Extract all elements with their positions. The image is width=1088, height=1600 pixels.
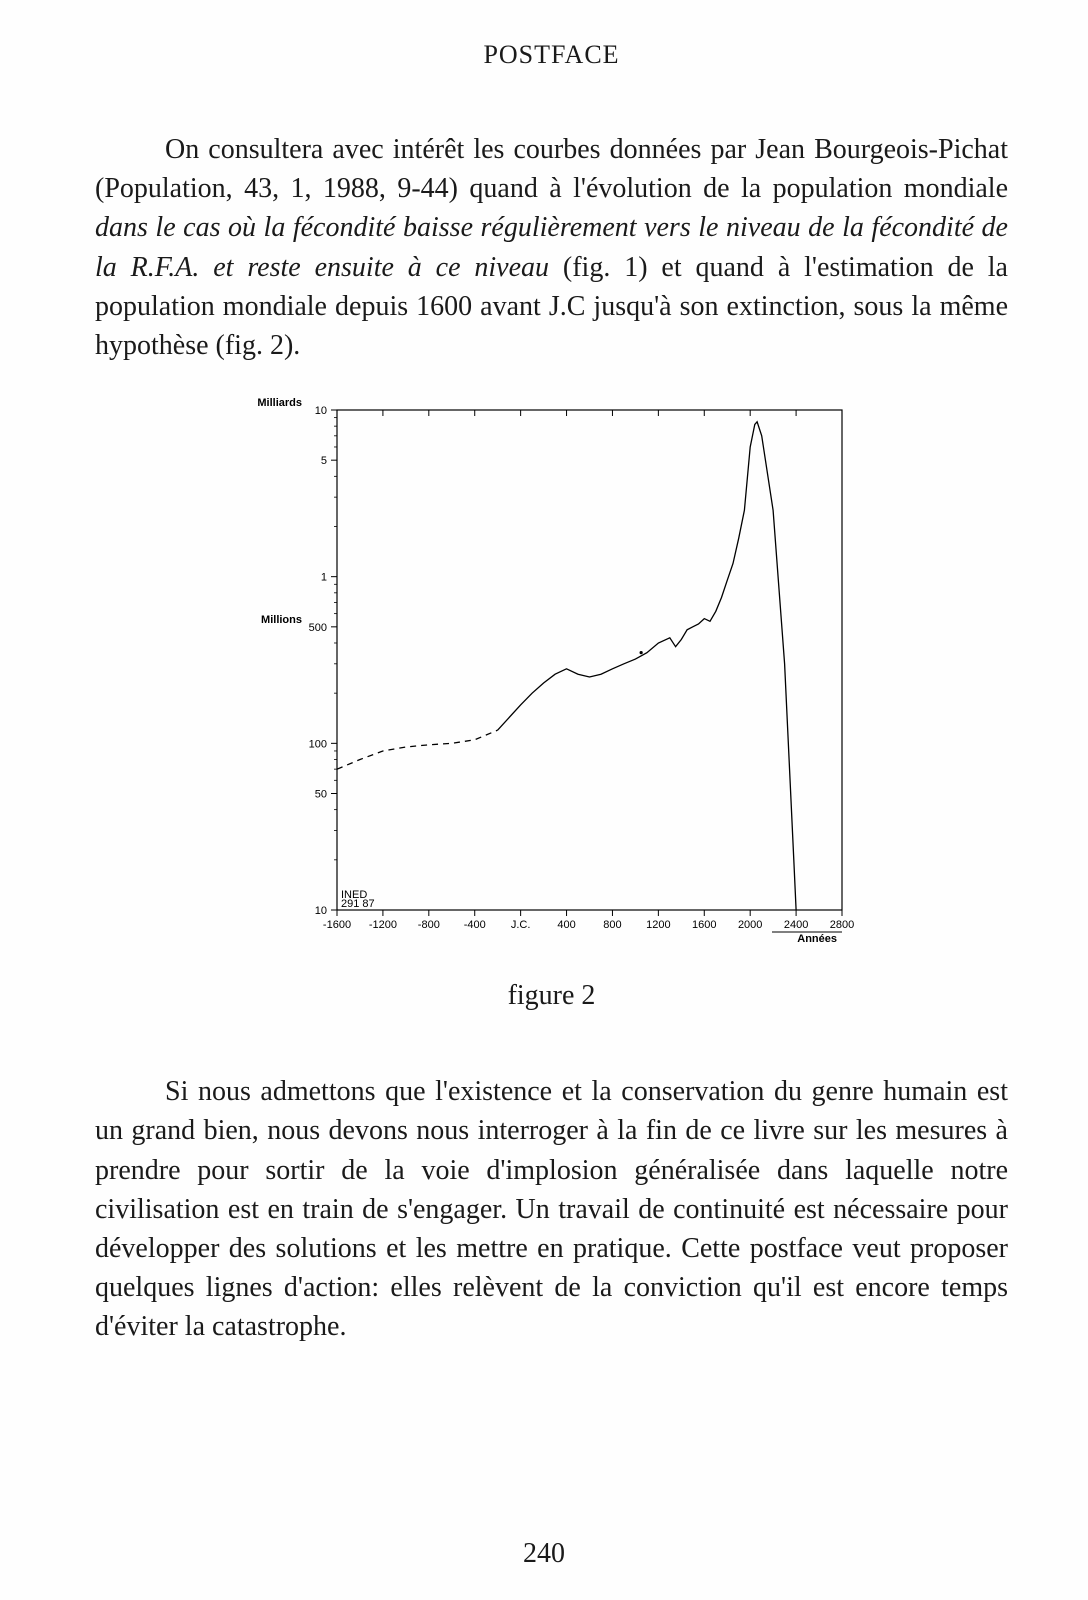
svg-text:Milliards: Milliards xyxy=(257,397,302,409)
svg-text:-800: -800 xyxy=(417,919,439,931)
svg-text:10: 10 xyxy=(314,905,326,917)
page-number: 240 xyxy=(0,1538,1088,1570)
svg-text:-400: -400 xyxy=(463,919,485,931)
svg-text:5: 5 xyxy=(320,455,326,467)
population-chart: -1600 -1200 -800 -400 J.C. 400 800 1200 1600 2000… xyxy=(242,395,862,955)
figure-2: -1600 -1200 -800 -400 J.C. 400 800 1200 1600 2000… xyxy=(95,395,1008,960)
paragraph-1: On consultera avec intérêt les courbes d… xyxy=(95,130,1008,365)
svg-text:10: 10 xyxy=(314,405,326,417)
svg-text:J.C.: J.C. xyxy=(510,919,530,931)
svg-text:2800: 2800 xyxy=(829,919,853,931)
svg-text:500: 500 xyxy=(308,622,326,634)
figure-caption: figure 2 xyxy=(95,980,1008,1012)
page-header: POSTFACE xyxy=(95,40,1008,70)
svg-text:1: 1 xyxy=(320,572,326,584)
svg-text:400: 400 xyxy=(557,919,575,931)
svg-text:800: 800 xyxy=(603,919,621,931)
svg-text:291 87: 291 87 xyxy=(341,898,375,910)
svg-text:-1600: -1600 xyxy=(322,919,350,931)
svg-text:Millions: Millions xyxy=(261,614,302,626)
page: POSTFACE On consultera avec intérêt les … xyxy=(0,0,1088,1600)
svg-text:Années: Années xyxy=(797,933,837,945)
svg-text:2000: 2000 xyxy=(737,919,761,931)
svg-text:1600: 1600 xyxy=(692,919,716,931)
paragraph-2: Si nous admettons que l'existence et la … xyxy=(95,1072,1008,1346)
para1-run-a: On consultera avec intérêt les courbes d… xyxy=(95,134,1008,204)
svg-text:1200: 1200 xyxy=(646,919,670,931)
para2-run: Si nous admettons que l'existence et la … xyxy=(95,1076,1008,1342)
svg-text:2400: 2400 xyxy=(783,919,807,931)
svg-text:100: 100 xyxy=(308,738,326,750)
svg-text:50: 50 xyxy=(314,789,326,801)
svg-text:-1200: -1200 xyxy=(368,919,396,931)
